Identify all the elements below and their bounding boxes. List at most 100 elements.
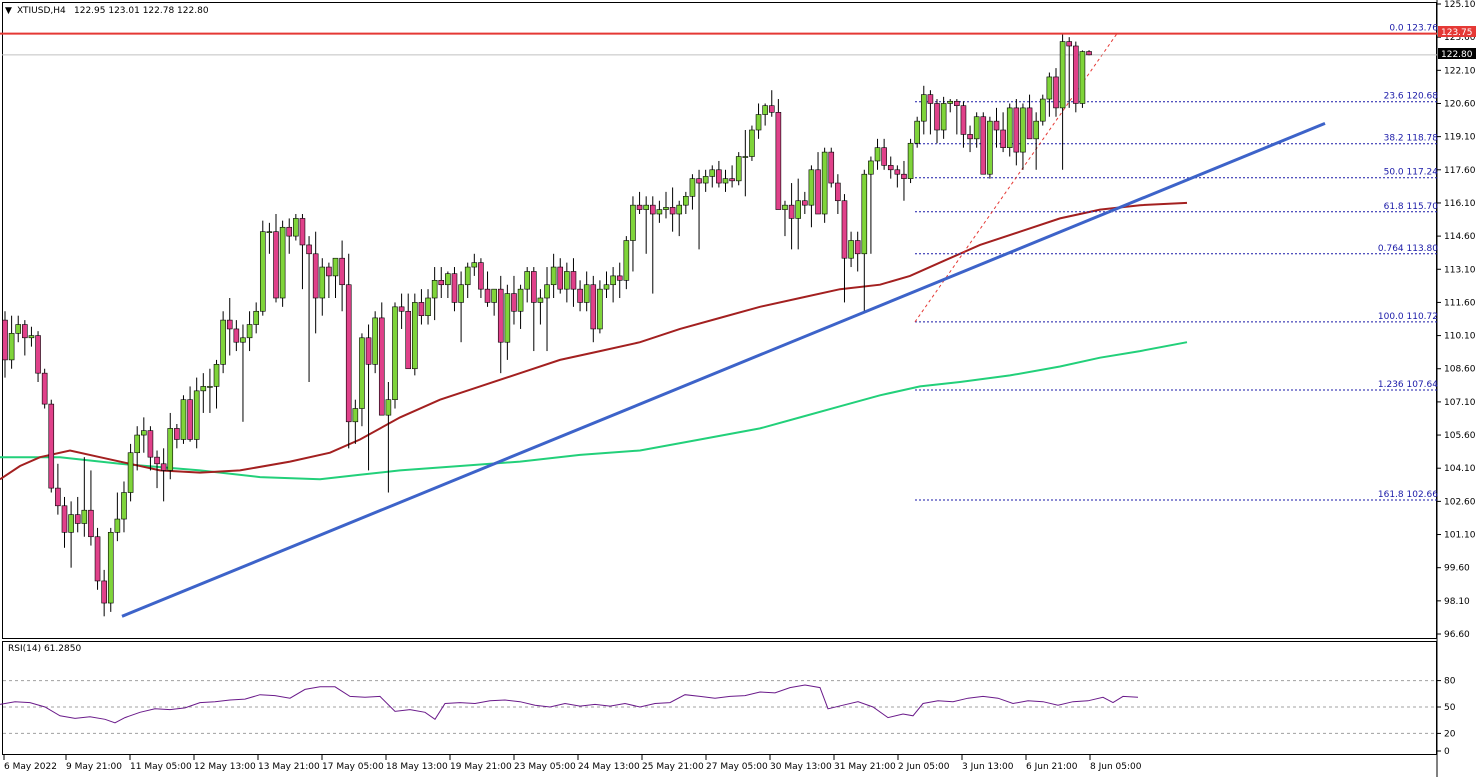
support-trendline: [121, 121, 1326, 618]
time-tick-label: 6 May 2022: [4, 762, 57, 772]
candle-down: [669, 207, 676, 215]
candle-up: [471, 262, 478, 268]
time-tick-label: 11 May 05:00: [130, 762, 192, 772]
candle-up: [1079, 51, 1086, 104]
candle-down: [35, 335, 41, 374]
candle-down: [716, 169, 722, 184]
price-tick-label: 114.60: [1444, 232, 1476, 242]
candle-down: [1086, 51, 1092, 56]
candle-down: [398, 306, 405, 312]
candle-down: [484, 288, 491, 303]
candle-down: [418, 302, 425, 316]
moving-averages: [0, 201, 1188, 481]
time-tick-label: 25 May 21:00: [642, 762, 704, 772]
candle-down: [1066, 41, 1073, 47]
candle-down: [286, 226, 293, 237]
candle-down: [187, 399, 193, 440]
candle-up: [114, 518, 121, 533]
candle-up: [68, 514, 74, 533]
candle-down: [22, 324, 28, 339]
candle-up: [735, 156, 742, 182]
candle-up: [537, 297, 544, 303]
fib-swing-line: [914, 33, 1118, 323]
candle-down: [273, 231, 279, 299]
candle-up: [940, 103, 947, 131]
candle-down: [299, 218, 306, 246]
candle-up: [762, 105, 768, 115]
time-tick-label: 19 May 21:00: [450, 762, 512, 772]
candle-down: [345, 284, 352, 423]
candle-up: [431, 280, 438, 299]
time-tick-label: 8 Jun 05:00: [1090, 762, 1142, 772]
price-tick-label: 107.10: [1444, 398, 1476, 408]
candle-up: [259, 231, 266, 312]
candle-down: [927, 94, 934, 104]
time-tick-label: 18 May 13:00: [386, 762, 448, 772]
candle-up: [722, 178, 729, 184]
candle-up: [920, 94, 927, 122]
price-tick-label: 125.10: [1444, 0, 1476, 10]
candle-down: [775, 112, 782, 210]
candle-up: [28, 335, 35, 339]
candle-up: [1006, 107, 1013, 148]
candle-down: [1013, 107, 1020, 153]
candle-down: [438, 280, 445, 286]
time-tick-label: 23 May 05:00: [514, 762, 576, 772]
candle-up: [517, 288, 524, 312]
candle-up: [1046, 76, 1053, 100]
trendlines: [0, 32, 1437, 618]
time-tick-label: 13 May 21:00: [258, 762, 320, 772]
candle-up: [141, 430, 147, 436]
candle-up: [782, 204, 788, 210]
price-tick-label: 99.60: [1444, 564, 1470, 574]
price-tick-label: 102.60: [1444, 497, 1476, 507]
candle-down: [835, 182, 841, 202]
candle-up: [544, 284, 550, 299]
current-price-badge-bg: [1438, 48, 1476, 59]
candle-down: [901, 173, 907, 179]
time-tick-label: 24 May 13:00: [578, 762, 640, 772]
candle-down: [55, 487, 61, 507]
candle-up: [425, 297, 431, 316]
candle-up: [107, 532, 114, 604]
candle-up: [180, 399, 187, 440]
candle-up: [755, 114, 762, 131]
time-tick-label: 27 May 05:00: [706, 762, 768, 772]
time-tick-label: 31 May 21:00: [834, 762, 896, 772]
price-axis: 125.10 123.60 122.10 120.60 119.10 117.60 116.…: [1437, 0, 1476, 640]
candle-down: [854, 240, 861, 255]
candle-down: [636, 204, 643, 210]
candle-down: [570, 271, 577, 290]
candle-up: [246, 324, 253, 339]
candle-up: [491, 288, 497, 303]
candle-down: [405, 310, 412, 370]
candle-down: [497, 288, 504, 343]
candle-down: [967, 134, 973, 140]
candle-up: [550, 266, 557, 286]
fib-level-label: 0.0 123.76: [1389, 24, 1438, 34]
candle-up: [359, 337, 365, 409]
price-tick-label: 113.10: [1444, 265, 1476, 275]
candle-down: [887, 165, 894, 171]
rsi-tick-label: 0: [1444, 747, 1450, 757]
fib-level-label: 100.0 110.72: [1378, 312, 1438, 322]
candle-up: [134, 434, 140, 454]
candle-up: [749, 129, 755, 157]
candle-down: [894, 169, 901, 175]
candle-down: [788, 204, 795, 219]
candle-up: [623, 240, 630, 281]
candle-up: [213, 364, 220, 387]
candle-up: [610, 275, 616, 286]
candle-up: [709, 169, 716, 177]
candle-down: [312, 253, 319, 299]
candle-down: [41, 372, 48, 405]
candlesticks: [2, 33, 1092, 617]
candle-down: [48, 403, 55, 489]
candle-up: [121, 492, 127, 520]
candle-down: [1026, 107, 1033, 140]
candle-up: [253, 310, 259, 325]
candle-down: [980, 116, 987, 175]
candle-up: [81, 509, 88, 524]
